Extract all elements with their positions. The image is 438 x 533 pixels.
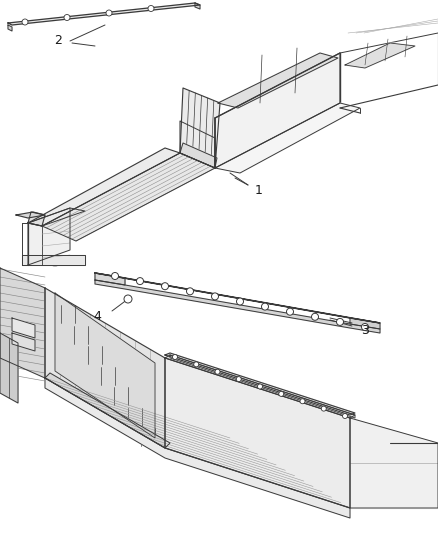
Polygon shape bbox=[22, 255, 85, 265]
Polygon shape bbox=[170, 355, 355, 418]
Circle shape bbox=[237, 298, 244, 305]
Polygon shape bbox=[28, 208, 70, 265]
Circle shape bbox=[286, 308, 293, 315]
Polygon shape bbox=[28, 208, 85, 226]
Text: 4: 4 bbox=[93, 311, 101, 324]
Polygon shape bbox=[350, 418, 438, 508]
Polygon shape bbox=[95, 273, 125, 285]
Circle shape bbox=[162, 282, 169, 290]
Polygon shape bbox=[0, 333, 18, 403]
Polygon shape bbox=[195, 3, 200, 9]
Circle shape bbox=[336, 318, 343, 326]
Text: 1: 1 bbox=[255, 183, 263, 197]
Polygon shape bbox=[218, 53, 338, 108]
Polygon shape bbox=[350, 318, 380, 329]
Polygon shape bbox=[8, 25, 12, 31]
Circle shape bbox=[361, 324, 368, 330]
Circle shape bbox=[261, 303, 268, 310]
Polygon shape bbox=[215, 103, 360, 173]
Polygon shape bbox=[165, 355, 355, 418]
Polygon shape bbox=[0, 268, 45, 378]
Polygon shape bbox=[45, 373, 170, 448]
Polygon shape bbox=[0, 0, 438, 265]
Text: 2: 2 bbox=[54, 34, 62, 46]
Circle shape bbox=[236, 377, 241, 382]
Circle shape bbox=[194, 362, 199, 367]
Polygon shape bbox=[12, 318, 35, 338]
Circle shape bbox=[124, 295, 132, 303]
Polygon shape bbox=[180, 143, 217, 168]
Circle shape bbox=[212, 293, 219, 300]
Circle shape bbox=[106, 10, 112, 16]
Polygon shape bbox=[55, 293, 155, 438]
Polygon shape bbox=[165, 358, 350, 508]
Polygon shape bbox=[45, 378, 350, 518]
Circle shape bbox=[279, 391, 284, 397]
Polygon shape bbox=[45, 288, 165, 448]
Polygon shape bbox=[165, 353, 355, 415]
Circle shape bbox=[311, 313, 318, 320]
Circle shape bbox=[300, 399, 305, 404]
Polygon shape bbox=[215, 53, 340, 168]
Polygon shape bbox=[180, 88, 220, 168]
Polygon shape bbox=[95, 280, 380, 333]
Circle shape bbox=[148, 5, 154, 12]
Polygon shape bbox=[180, 121, 215, 168]
Circle shape bbox=[321, 406, 326, 411]
Circle shape bbox=[215, 369, 220, 374]
Polygon shape bbox=[16, 212, 45, 218]
Polygon shape bbox=[95, 273, 380, 323]
Polygon shape bbox=[8, 3, 200, 25]
Polygon shape bbox=[12, 333, 35, 351]
Polygon shape bbox=[28, 212, 45, 226]
Polygon shape bbox=[42, 153, 215, 241]
Text: 3: 3 bbox=[361, 324, 369, 336]
Circle shape bbox=[187, 288, 194, 295]
Circle shape bbox=[343, 414, 347, 418]
Circle shape bbox=[258, 384, 262, 389]
Circle shape bbox=[137, 278, 144, 285]
Circle shape bbox=[173, 354, 177, 359]
Polygon shape bbox=[345, 43, 415, 68]
Circle shape bbox=[112, 272, 119, 279]
Circle shape bbox=[64, 14, 70, 20]
Polygon shape bbox=[0, 268, 438, 533]
Circle shape bbox=[22, 19, 28, 25]
Polygon shape bbox=[28, 148, 180, 226]
